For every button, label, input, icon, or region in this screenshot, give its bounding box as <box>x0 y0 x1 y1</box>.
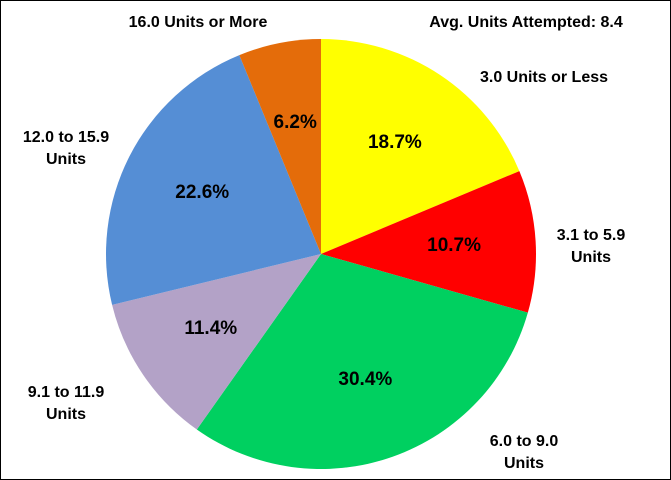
pie-slice <box>321 39 520 254</box>
value-label: 10.7% <box>427 235 481 257</box>
pie-slice <box>239 39 321 254</box>
category-label: 6.0 to 9.0 Units <box>489 433 559 472</box>
pie-slice <box>196 254 528 469</box>
pie-slice <box>112 254 321 430</box>
pie-slice <box>321 171 537 313</box>
category-label: 12.0 to 15.9 Units <box>22 129 110 168</box>
annotation: Avg. Units Attempted: 8.4 <box>429 14 623 31</box>
category-label: 3.0 Units or Less <box>479 69 609 86</box>
value-label: 6.2% <box>273 112 317 134</box>
value-label: 11.4% <box>184 317 238 339</box>
category-label: 3.1 to 5.9 Units <box>556 227 626 266</box>
value-label: 18.7% <box>367 132 422 154</box>
category-label: 9.1 to 11.9 Units <box>27 384 105 423</box>
category-label: 16.0 Units or More <box>128 14 268 31</box>
pie-slice <box>105 55 321 305</box>
value-label: 22.6% <box>175 182 230 204</box>
value-label: 30.4% <box>338 368 393 390</box>
